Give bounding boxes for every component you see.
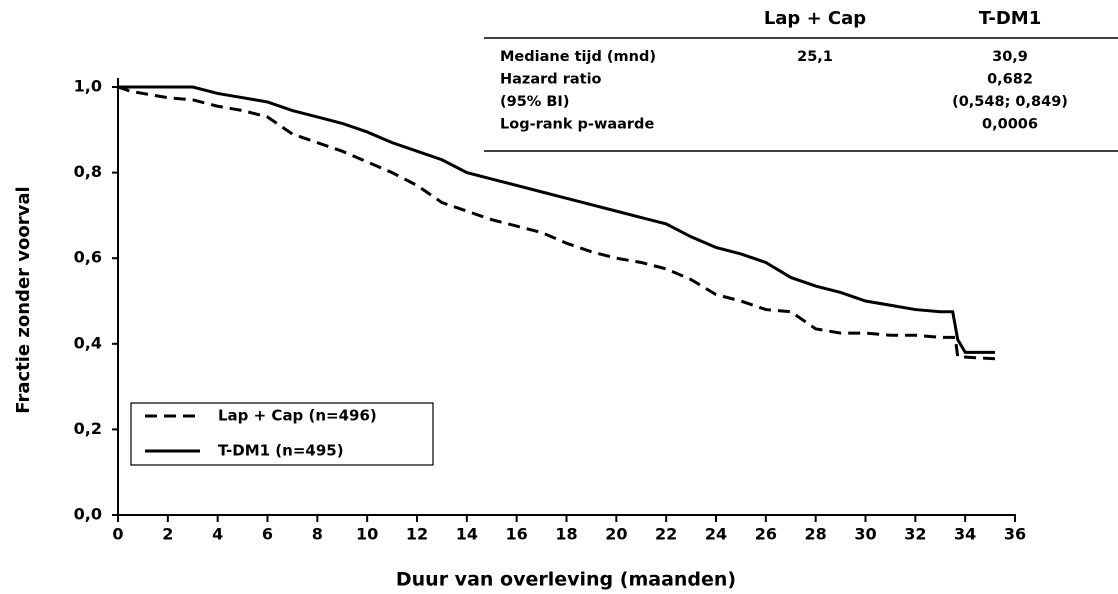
y-tick-label: 0,4 (74, 333, 102, 352)
x-tick-label: 34 (954, 525, 976, 544)
y-tick-label: 1,0 (74, 77, 102, 96)
table-row-label: Mediane tijd (mnd) (500, 49, 656, 65)
x-tick-label: 12 (406, 525, 428, 544)
survival-line (118, 85, 996, 354)
table-header: T-DM1 (979, 8, 1041, 29)
y-axis-label: Fractie zonder voorval (13, 186, 34, 413)
x-tick-label: 16 (506, 525, 528, 544)
x-tick-label: 22 (655, 525, 677, 544)
table-row-label: (95% BI) (500, 94, 569, 110)
x-tick-label: 28 (805, 525, 827, 544)
x-tick-label: 10 (356, 525, 378, 544)
table-cell: (0,548; 0,849) (952, 94, 1068, 110)
y-tick-label: 0,0 (74, 505, 102, 524)
x-tick-label: 20 (605, 525, 627, 544)
y-tick-label: 0,2 (74, 419, 102, 438)
x-tick-label: 32 (904, 525, 926, 544)
table-header: Lap + Cap (764, 8, 866, 29)
x-tick-label: 30 (854, 525, 876, 544)
x-tick-label: 6 (262, 525, 273, 544)
x-tick-label: 2 (162, 525, 173, 544)
legend-label: Lap + Cap (n=496) (218, 407, 377, 425)
x-tick-label: 26 (755, 525, 777, 544)
x-tick-label: 36 (1004, 525, 1026, 544)
table-row-label: Log-rank p-waarde (500, 117, 654, 133)
table-row-label: Hazard ratio (500, 72, 602, 88)
x-axis-label: Duur van overleving (maanden) (396, 569, 736, 591)
y-tick-label: 0,6 (74, 248, 102, 267)
survival-line (117, 85, 996, 361)
table-cell: 0,0006 (982, 117, 1038, 133)
table-cell: 0,682 (987, 72, 1033, 88)
x-tick-label: 8 (312, 525, 323, 544)
legend-label: T-DM1 (n=495) (218, 442, 344, 460)
legend-box (130, 402, 434, 466)
table-cell: 30,9 (992, 49, 1028, 65)
x-tick-label: 18 (555, 525, 577, 544)
y-tick-label: 0,8 (74, 162, 102, 181)
x-tick-label: 4 (212, 525, 223, 544)
x-tick-label: 24 (705, 525, 727, 544)
table-cell: 25,1 (797, 49, 833, 65)
x-tick-label: 14 (456, 525, 478, 544)
x-tick-label: 0 (112, 525, 123, 544)
